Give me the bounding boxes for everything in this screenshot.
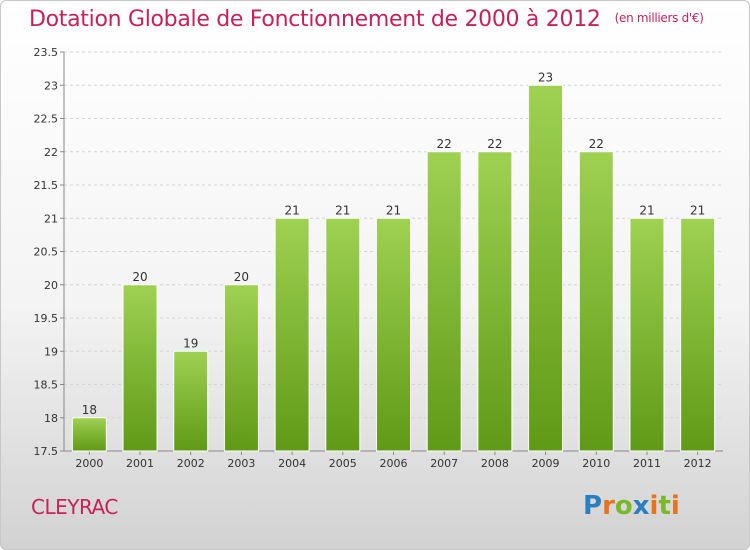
data-label: 21 — [639, 203, 654, 217]
bar-2000 — [71, 417, 107, 452]
y-tick-label: 22.5 — [34, 113, 59, 126]
x-tick-label: 2002 — [177, 457, 205, 470]
x-tick-label: 2006 — [380, 457, 408, 470]
data-label: 18 — [82, 403, 97, 417]
x-tick-label: 2011 — [633, 457, 661, 470]
y-tick-label: 21 — [44, 212, 58, 225]
bar-2012 — [680, 217, 716, 452]
data-label: 21 — [690, 203, 705, 217]
data-label: 21 — [335, 203, 350, 217]
data-label: 19 — [183, 336, 198, 350]
y-tick-label: 20 — [44, 279, 58, 292]
y-tick-label: 23.5 — [34, 46, 59, 59]
chart-unit: (en milliers d'€) — [614, 11, 704, 25]
x-tick-label: 2010 — [582, 457, 610, 470]
data-label: 20 — [132, 270, 147, 284]
y-tick-label: 19.5 — [34, 312, 59, 325]
data-label: 23 — [538, 70, 553, 84]
chart-title: Dotation Globale de Fonctionnement de 20… — [29, 7, 601, 32]
city-name: CLEYRAC — [31, 495, 118, 519]
y-tick-label: 20.5 — [34, 246, 59, 259]
logo-letter: t — [658, 491, 671, 521]
y-tick-label: 22 — [44, 146, 58, 159]
bar-layer — [71, 84, 716, 452]
logo-letter: r — [602, 491, 615, 521]
x-tick-label: 2003 — [227, 457, 255, 470]
x-tick-label: 2007 — [430, 457, 458, 470]
bar-2002 — [173, 350, 209, 452]
data-label: 22 — [487, 137, 502, 151]
logo-letter: i — [670, 491, 680, 521]
bar-2009 — [528, 84, 564, 452]
label-layer: 18 2000 20 2001 19 2002 20 2003 21 2004 21 2005 21 20… — [75, 70, 711, 470]
bar-2008 — [477, 151, 513, 452]
logo-letter: P — [583, 491, 603, 521]
x-tick-label: 2012 — [684, 457, 712, 470]
bar-2007 — [426, 151, 462, 452]
data-label: 21 — [284, 203, 299, 217]
proxiti-logo: Proxiti — [583, 491, 680, 521]
bar-2010 — [578, 151, 614, 452]
x-tick-label: 2005 — [329, 457, 357, 470]
data-label: 20 — [234, 270, 249, 284]
data-label: 22 — [589, 137, 604, 151]
x-tick-label: 2004 — [278, 457, 306, 470]
y-tick-label: 21.5 — [34, 179, 59, 192]
y-tick-label: 18 — [44, 412, 58, 425]
bar-2001 — [122, 284, 158, 452]
bar-2004 — [274, 217, 310, 452]
data-label: 22 — [437, 137, 452, 151]
logo-letter: x — [632, 491, 650, 521]
data-label: 21 — [386, 203, 401, 217]
x-tick-label: 2008 — [481, 457, 509, 470]
y-tick-label: 17.5 — [34, 445, 59, 458]
x-tick-label: 2001 — [126, 457, 154, 470]
y-tick-label: 19 — [44, 345, 58, 358]
bar-2011 — [629, 217, 665, 452]
chart-title-block: Dotation Globale de Fonctionnement de 20… — [29, 7, 704, 32]
bar-2005 — [325, 217, 361, 452]
y-tick-label: 18.5 — [34, 379, 59, 392]
bar-2003 — [223, 284, 259, 452]
y-tick-label: 23 — [44, 79, 58, 92]
logo-letter: i — [649, 491, 659, 521]
x-tick-label: 2009 — [532, 457, 560, 470]
bar-2006 — [376, 217, 411, 452]
x-tick-label: 2000 — [75, 457, 103, 470]
logo-letter: o — [614, 491, 633, 521]
